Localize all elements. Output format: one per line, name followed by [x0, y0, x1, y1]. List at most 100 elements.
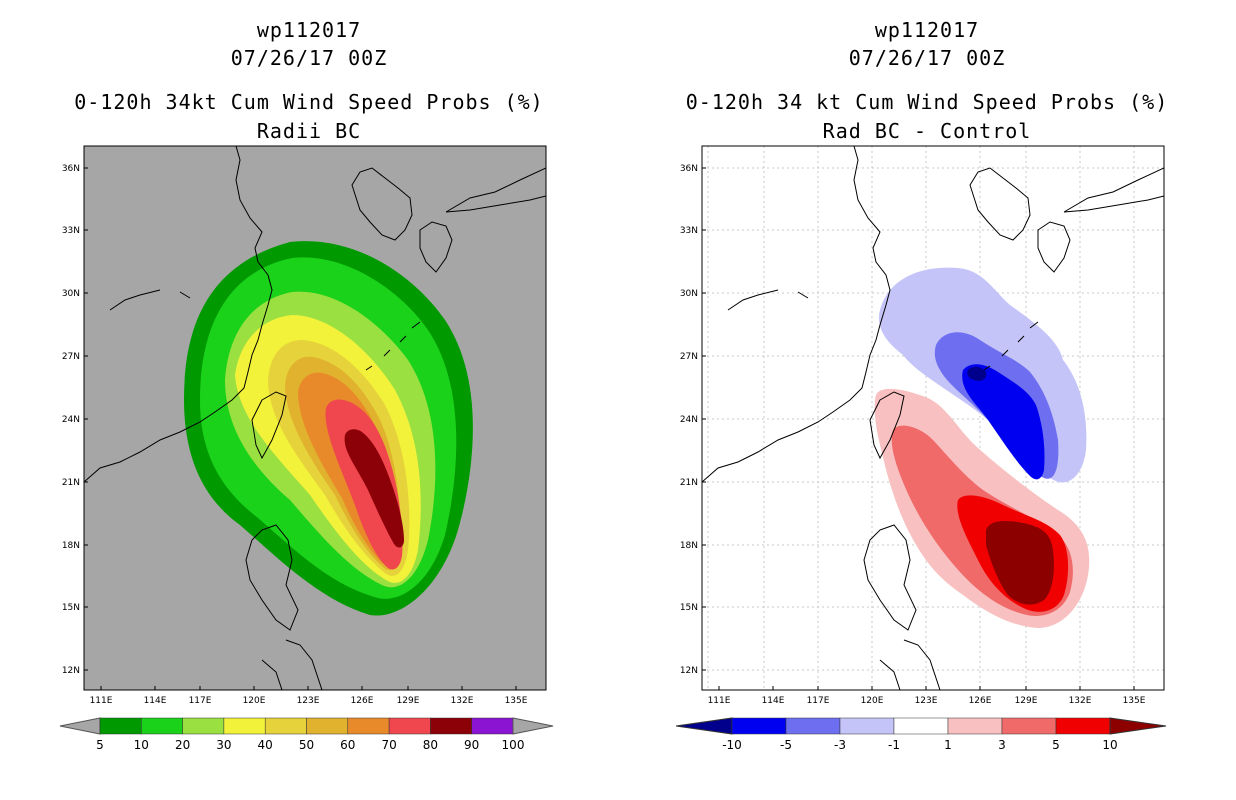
left-colorbar-label: 20 [175, 738, 190, 752]
right-datetime: 07/26/17 00Z [848, 46, 1006, 70]
right-storm-id: wp112017 [874, 18, 980, 42]
japan-kyushu [419, 221, 453, 273]
left-colorbar-box [182, 717, 225, 735]
right-difference-field [874, 267, 1090, 628]
taiwan-outline [251, 391, 287, 460]
left-colorbar-label: 90 [464, 738, 479, 752]
right-lat-label: 12N [680, 666, 698, 676]
left-lat-label: 33N [62, 226, 80, 236]
left-lat-label: 30N [62, 289, 80, 299]
right-lat-label: 15N [680, 603, 698, 613]
ryukyu-islands [983, 321, 1039, 371]
japan-kyushu [1037, 221, 1071, 273]
right-subtitle: Rad BC - Control [822, 119, 1032, 143]
right-coastlines [702, 146, 1164, 690]
right-lat-label: 27N [680, 352, 698, 362]
left-subtitle: Radii BC [256, 119, 362, 143]
left-colorbar-box [471, 717, 514, 735]
right-colorbar-label: 1 [944, 738, 952, 752]
left-lat-label: 24N [62, 415, 80, 425]
right-lon-label: 129E [1015, 696, 1038, 706]
left-lat-label: 15N [62, 603, 80, 613]
ryukyu-islands [365, 321, 421, 371]
left-lat-label: 18N [62, 541, 80, 551]
right-colorbar-label: -3 [834, 738, 846, 752]
left-colorbar-box [141, 717, 183, 735]
left-colorbar-label: 30 [216, 738, 231, 752]
diff-contour-minus5 [962, 364, 1045, 480]
right-colorbar-label: 3 [998, 738, 1006, 752]
left-colorbar-label: 40 [258, 738, 273, 752]
left-probability-field [184, 241, 473, 616]
right-axis-ticks: 111E 114E 117E 120E 123E 126E 129E 132E 135E 36N 3… [680, 164, 1146, 706]
luzon-outline [245, 524, 299, 631]
right-colorbar-label: -10 [722, 738, 742, 752]
left-colorbar-box [223, 717, 266, 735]
right-lon-label: 117E [807, 696, 830, 706]
taiwan-outline [869, 391, 905, 460]
right-colorbar-box [947, 717, 1003, 735]
right-colorbar-box [839, 717, 895, 735]
left-colorbar-box [388, 717, 431, 735]
philippines-south [879, 639, 941, 690]
right-lat-label: 33N [680, 226, 698, 236]
left-colorbar-box [347, 717, 390, 735]
right-product-title: 0-120h 34 kt Cum Wind Speed Probs (%) [685, 90, 1169, 114]
right-colorbar-min-arrow [675, 717, 733, 735]
right-colorbar-label: -5 [780, 738, 792, 752]
left-map-panel: wp112017 07/26/17 00Z 0-120h 34kt Cum Wi… [59, 18, 554, 752]
right-lon-label: 123E [915, 696, 938, 706]
china-coastline [702, 146, 891, 483]
right-lat-label: 36N [680, 164, 698, 174]
left-colorbar-box [264, 717, 307, 735]
left-map-svg: 111E 114E 117E 120E 123E 126E 129E 132E 135E 36N 3… [59, 145, 554, 752]
right-map-frame [701, 145, 1165, 691]
left-colorbar-label: 60 [340, 738, 355, 752]
right-colorbar-box [1001, 717, 1057, 735]
philippines-south [261, 639, 323, 690]
right-colorbar-box [785, 717, 841, 735]
left-lon-label: 126E [351, 696, 374, 706]
luzon-outline [863, 524, 917, 631]
left-colorbar-label: 70 [381, 738, 396, 752]
left-colorbar-label: 100 [502, 738, 525, 752]
right-lon-label: 120E [861, 696, 884, 706]
right-colorbar-label: 5 [1052, 738, 1060, 752]
japan-honshu [445, 167, 546, 213]
right-lat-label: 30N [680, 289, 698, 299]
right-lat-label: 21N [680, 478, 698, 488]
right-map-svg: 111E 114E 117E 120E 123E 126E 129E 132E 135E 36N 3… [675, 145, 1167, 752]
korea-outline [969, 167, 1031, 241]
right-lat-label: 24N [680, 415, 698, 425]
left-lon-label: 135E [505, 696, 528, 706]
diff-contour-plus10 [986, 520, 1054, 605]
right-colorbar-max-arrow [1109, 717, 1167, 735]
left-datetime: 07/26/17 00Z [230, 46, 388, 70]
right-colorbar-box [1055, 717, 1111, 735]
right-lon-label: 111E [708, 696, 731, 706]
right-colorbar: -10 -5 -3 -1 1 3 5 10 [675, 717, 1167, 752]
right-lon-label: 126E [969, 696, 992, 706]
right-lon-label: 114E [762, 696, 785, 706]
left-lon-label: 117E [189, 696, 212, 706]
diff-contour-minus10 [967, 366, 987, 381]
china-inland-islands [109, 289, 191, 311]
left-lon-label: 120E [243, 696, 266, 706]
right-lon-label: 132E [1069, 696, 1092, 706]
prob-contour-70 [325, 399, 403, 570]
left-lon-label: 111E [90, 696, 113, 706]
left-colorbar-label: 10 [134, 738, 149, 752]
left-map-frame [83, 145, 547, 691]
right-colorbar-box [893, 717, 949, 735]
left-lat-label: 12N [62, 666, 80, 676]
left-coastlines [84, 146, 546, 690]
left-colorbar-label: 5 [96, 738, 104, 752]
left-colorbar-box [99, 717, 142, 735]
china-inland-islands [727, 289, 809, 311]
left-lat-label: 36N [62, 164, 80, 174]
left-lon-label: 114E [144, 696, 167, 706]
left-storm-id: wp112017 [256, 18, 362, 42]
right-colorbar-label: -1 [888, 738, 900, 752]
left-lat-label: 21N [62, 478, 80, 488]
left-colorbar-label: 50 [299, 738, 314, 752]
